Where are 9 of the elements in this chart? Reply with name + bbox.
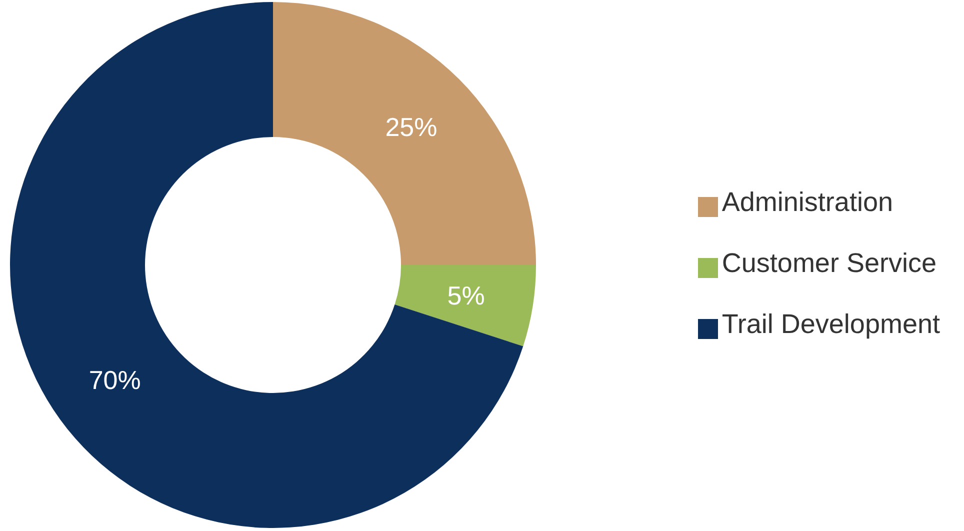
legend-label: Trail Development <box>722 309 940 339</box>
donut-slice <box>394 265 536 346</box>
data-label: 70% <box>88 364 141 395</box>
donut-slice <box>10 2 524 528</box>
data-label: 5% <box>447 280 485 311</box>
legend-label: Administration <box>722 187 893 217</box>
data-label: 25% <box>385 112 438 142</box>
legend-label: Customer Service <box>722 248 936 278</box>
donut-slice <box>273 2 536 265</box>
